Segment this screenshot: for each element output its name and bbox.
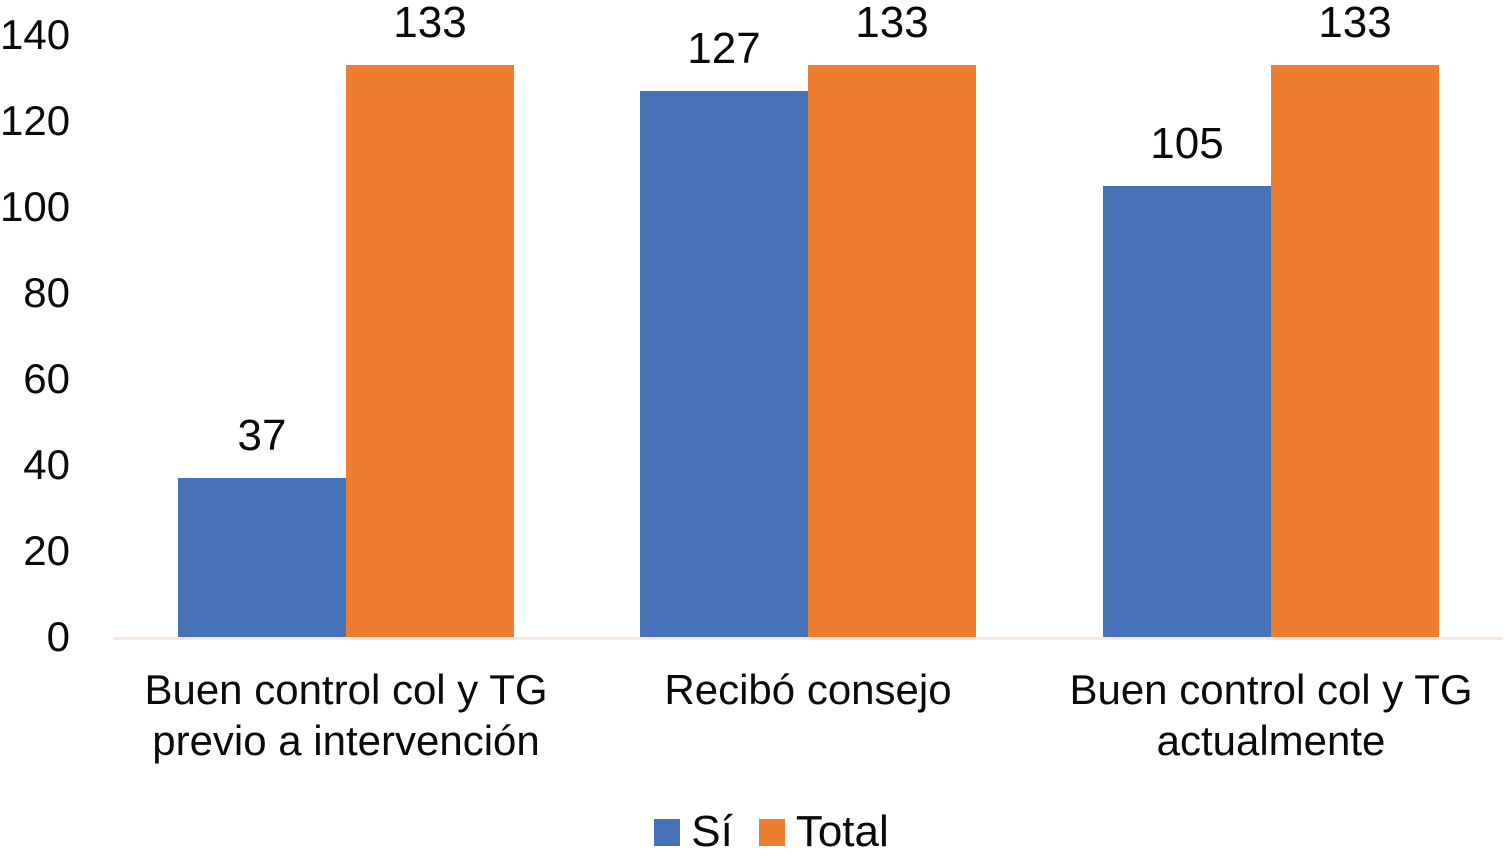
legend-label: Total — [795, 807, 889, 856]
bar-value-label: 133 — [1318, 0, 1392, 48]
legend-label: Sí — [691, 807, 733, 856]
y-tick-label: 140 — [0, 11, 71, 58]
y-tick-label: 40 — [23, 441, 70, 488]
category-label-line: previo a intervención — [152, 717, 540, 764]
bar-value-label: 105 — [1150, 118, 1224, 168]
y-tick-label: 60 — [23, 355, 70, 402]
bar-value-label: 133 — [855, 0, 929, 48]
legend: Sí Total — [18, 806, 1507, 858]
category-label: Recibó consejo — [528, 664, 1088, 715]
y-tick-label: 0 — [46, 613, 70, 660]
y-tick-label: 120 — [0, 97, 71, 144]
legend-swatch-icon — [758, 818, 785, 846]
legend-swatch-icon — [654, 818, 681, 846]
category-label-line: Recibó consejo — [664, 666, 952, 713]
y-tick-label: 80 — [23, 269, 70, 316]
bar-total — [346, 65, 514, 637]
bar-total — [1271, 65, 1439, 637]
x-axis-line — [113, 637, 1503, 640]
category-label-line: actualmente — [1156, 717, 1386, 764]
legend-item: Total — [758, 806, 889, 858]
category-label: Buen control col y TG previo a intervenci… — [66, 664, 626, 766]
y-tick-label: 20 — [23, 527, 70, 574]
category-label-line: Buen control col y TG — [1069, 666, 1473, 713]
bar-si — [178, 477, 346, 637]
y-tick-label: 100 — [0, 183, 71, 230]
bar-si — [1103, 185, 1271, 637]
legend-item: Sí — [654, 806, 733, 858]
category-label: Buen control col y TG actualmente — [991, 664, 1507, 766]
bar-value-label: 127 — [687, 23, 761, 73]
category-label-line: Buen control col y TG — [144, 666, 548, 713]
bar-value-label: 133 — [393, 0, 467, 48]
bar-total — [808, 65, 976, 637]
bar-value-label: 37 — [237, 410, 287, 460]
bar-si — [640, 90, 808, 637]
